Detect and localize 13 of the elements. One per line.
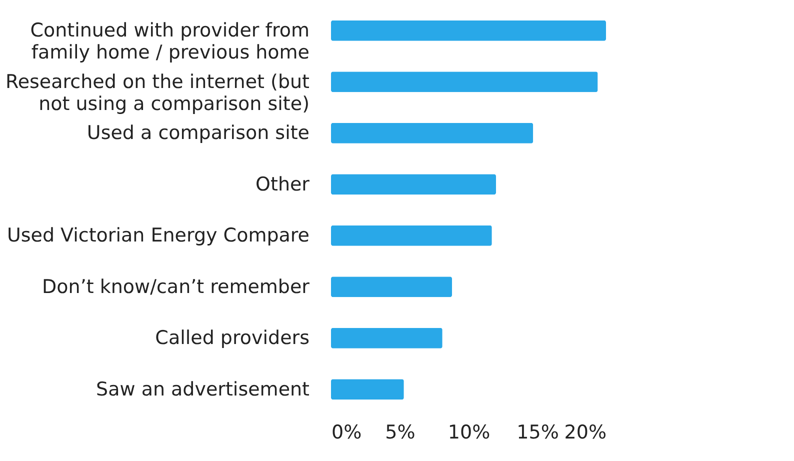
y-tick-label: Researched on the internet (but not using a comparison site) — [6, 70, 310, 115]
y-tick-label: Continued with provider from family home / previous home — [30, 20, 310, 64]
y-tick-label: Used Victorian Energy Compare — [6, 224, 310, 247]
x-tick-label: 10% — [448, 422, 490, 444]
y-tick-label: Used a comparison site — [86, 122, 310, 144]
x-tick-label: 15% — [516, 422, 559, 444]
y-tick-label: Saw an advertisement — [96, 378, 310, 400]
y-tick-label: Don’t know/can’t remember — [42, 276, 310, 298]
x-tick-label: 0% — [332, 422, 362, 444]
x-tick-label: 5% — [385, 422, 416, 444]
y-tick-label: Called providers — [155, 327, 310, 350]
x-tick-label: 20% — [564, 422, 606, 444]
y-tick-label: Other — [256, 173, 310, 196]
